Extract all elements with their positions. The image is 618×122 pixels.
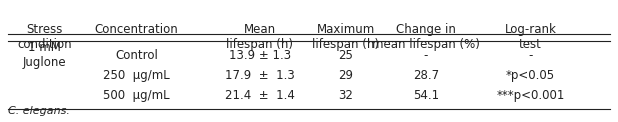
- Text: Control: Control: [116, 49, 158, 61]
- Text: 32: 32: [339, 89, 353, 102]
- Text: 28.7: 28.7: [413, 69, 439, 82]
- Text: 54.1: 54.1: [413, 89, 439, 102]
- Text: ***p<0.001: ***p<0.001: [496, 89, 565, 102]
- Text: 13.9 ± 1.3: 13.9 ± 1.3: [229, 49, 291, 61]
- Text: -: -: [528, 49, 533, 61]
- Text: -: -: [424, 49, 428, 61]
- Text: 1 mM
Juglone: 1 mM Juglone: [23, 41, 66, 69]
- Text: Log-rank
test: Log-rank test: [504, 23, 556, 51]
- Text: C. elegans.: C. elegans.: [7, 106, 69, 116]
- Text: Mean
lifespan (h): Mean lifespan (h): [226, 23, 294, 51]
- Text: Stress
condition: Stress condition: [17, 23, 72, 51]
- Text: 21.4  ±  1.4: 21.4 ± 1.4: [225, 89, 295, 102]
- Text: Maximum
lifespan (h): Maximum lifespan (h): [313, 23, 379, 51]
- Text: Change in
mean lifespan (%): Change in mean lifespan (%): [372, 23, 480, 51]
- Text: 250  μg/mL: 250 μg/mL: [103, 69, 170, 82]
- Text: 29: 29: [339, 69, 353, 82]
- Text: 17.9  ±  1.3: 17.9 ± 1.3: [225, 69, 295, 82]
- Text: 500  μg/mL: 500 μg/mL: [103, 89, 170, 102]
- Text: 25: 25: [339, 49, 353, 61]
- Text: *p<0.05: *p<0.05: [506, 69, 555, 82]
- Text: Concentration: Concentration: [95, 23, 179, 36]
